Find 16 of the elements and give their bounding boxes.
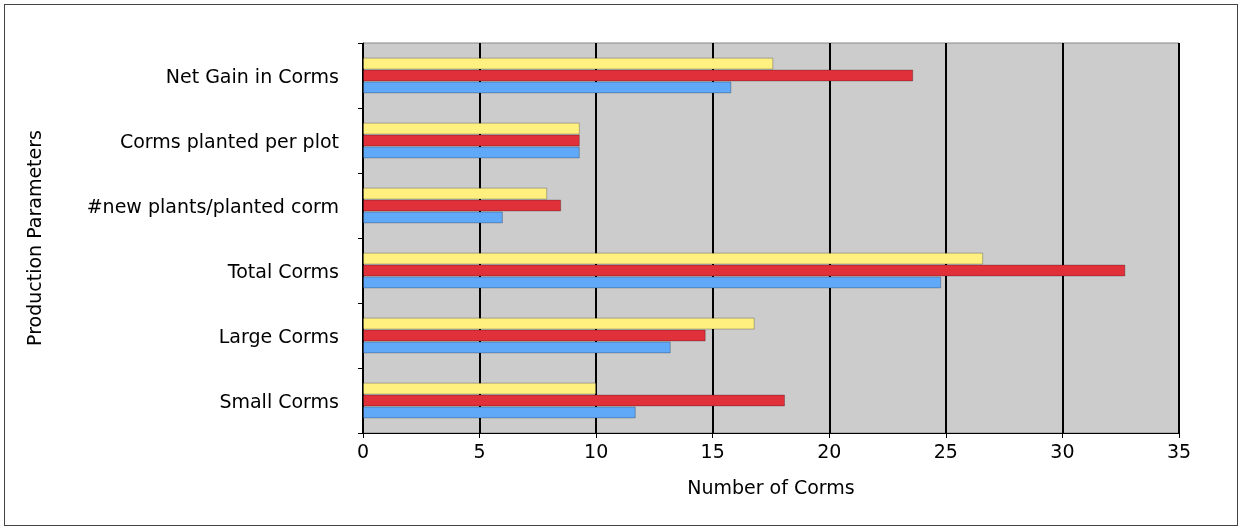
x-tick-label: 10 <box>584 439 609 462</box>
y-tick-label: Large Corms <box>218 324 339 347</box>
y-tick-label: Corms planted per plot <box>119 129 339 152</box>
y-tick-label: Total Corms <box>226 259 339 282</box>
x-tick-label: 20 <box>817 439 842 462</box>
x-tick-label: 35 <box>1166 439 1192 462</box>
x-tick-label: 15 <box>700 439 725 462</box>
y-axis-title: Production Parameters <box>22 130 45 346</box>
x-tick-label: 0 <box>356 439 370 462</box>
x-tick-label: 30 <box>1050 439 1075 462</box>
y-tick-label: Small Corms <box>219 389 339 412</box>
y-tick-label: Net Gain in Corms <box>165 64 339 87</box>
y-tick-label: #new plants/planted corm <box>86 194 339 217</box>
x-tick-label: 25 <box>933 439 958 462</box>
x-tick-label: 5 <box>473 439 486 462</box>
x-axis-title: Number of Corms <box>687 475 855 498</box>
